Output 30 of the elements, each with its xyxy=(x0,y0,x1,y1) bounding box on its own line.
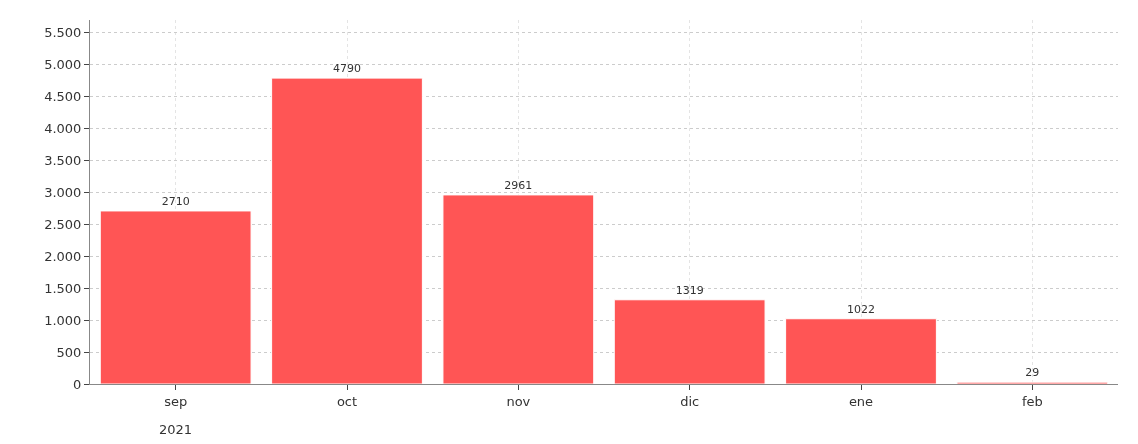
y-tick-label: 5.000 xyxy=(44,57,82,73)
y-tick-label: 3.000 xyxy=(44,184,82,200)
bar xyxy=(785,318,937,384)
y-tick-label: 4.000 xyxy=(44,121,82,137)
y-tick-label: 500 xyxy=(56,344,82,360)
x-tick-label: dic xyxy=(680,393,700,409)
data-label: 1319 xyxy=(675,283,704,297)
data-label: 4790 xyxy=(333,62,361,76)
x-tick-label: oct xyxy=(336,393,358,409)
bar xyxy=(271,77,423,384)
y-tick-label: 5.500 xyxy=(44,25,82,41)
y-tick-label: 4.500 xyxy=(44,89,82,105)
y-tick-label: 1.000 xyxy=(44,312,82,328)
y-tick-label: 2.000 xyxy=(44,248,82,264)
x-tick-label: ene xyxy=(848,393,874,409)
y-tick-label: 2.500 xyxy=(44,216,82,232)
data-label: 2961 xyxy=(504,178,533,192)
data-label: 1022 xyxy=(847,302,875,316)
x-tick-label: feb xyxy=(1021,393,1043,409)
x-tick-label: sep xyxy=(164,393,188,409)
y-tick-label: 1.500 xyxy=(44,280,82,296)
data-label: 2710 xyxy=(161,194,190,208)
bar xyxy=(99,210,252,384)
y-tick-label: 3.500 xyxy=(44,153,82,169)
bar xyxy=(613,299,766,384)
bar xyxy=(442,194,595,384)
y-tick-label: 0 xyxy=(73,376,82,392)
text: 2021 xyxy=(159,422,193,437)
x-tick-label: nov xyxy=(506,393,531,409)
data-label: 29 xyxy=(1025,366,1040,380)
